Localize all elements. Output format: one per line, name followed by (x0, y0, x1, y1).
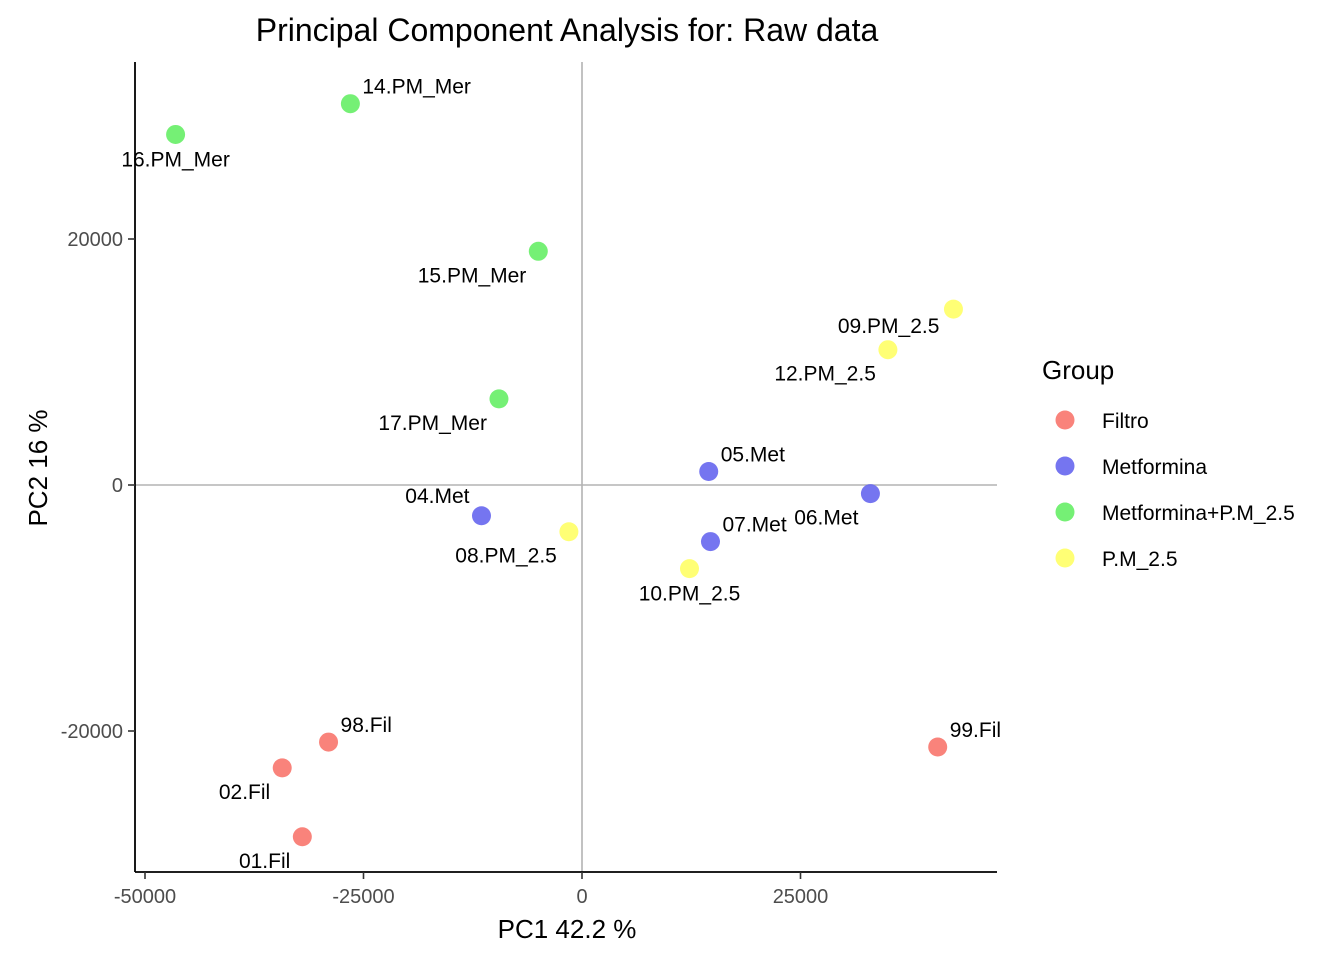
legend-key (1055, 548, 1075, 568)
x-tick-label: -25000 (332, 886, 394, 908)
data-point (340, 94, 360, 114)
data-point-label: 10.PM_2.5 (639, 583, 741, 606)
data-point (489, 389, 509, 409)
legend-key (1055, 502, 1075, 522)
data-point-label: 98.Fil (341, 714, 392, 737)
legend-title: Group (1042, 355, 1114, 385)
data-point-label: 04.Met (405, 485, 469, 508)
data-point-label: 16.PM_Mer (121, 148, 230, 171)
data-point (471, 506, 491, 526)
x-axis-title: PC1 42.2 % (498, 914, 637, 944)
legend-key (1055, 410, 1075, 430)
data-point-label: 99.Fil (950, 719, 1001, 742)
data-point-label: 08.PM_2.5 (455, 545, 557, 568)
y-tick-label: 0 (112, 475, 123, 497)
data-point (943, 299, 963, 319)
legend-label: Metformina (1102, 456, 1207, 479)
plot-area: -50000 -25000 0 25000 -20000 0 20000 14.PM_Mer 1… (61, 62, 1001, 908)
data-point (528, 241, 548, 261)
legend-key (1055, 456, 1075, 476)
data-point (700, 532, 720, 552)
x-tick-label: 0 (576, 886, 587, 908)
data-point (699, 461, 719, 481)
data-point-label: 17.PM_Mer (378, 412, 487, 435)
chart-title: Principal Component Analysis for: Raw da… (256, 12, 879, 48)
data-point (272, 758, 292, 778)
legend-label: P.M_2.5 (1102, 548, 1178, 571)
legend: Group Filtro Metformina Metformina+P.M_2.5… (1042, 355, 1295, 571)
data-point (166, 124, 186, 144)
data-point (680, 559, 700, 579)
data-point-label: 02.Fil (219, 781, 270, 804)
data-point-label: 01.Fil (239, 850, 290, 873)
data-point-label: 14.PM_Mer (362, 76, 471, 99)
data-point (928, 737, 948, 757)
data-point-label: 05.Met (721, 443, 785, 466)
data-point-label: 15.PM_Mer (418, 264, 527, 287)
legend-label: Filtro (1102, 410, 1149, 433)
data-point-label: 07.Met (722, 514, 786, 537)
data-point-label: 06.Met (794, 507, 858, 530)
data-point (860, 484, 880, 504)
data-point (319, 732, 339, 752)
data-point-label: 12.PM_2.5 (774, 363, 876, 386)
x-tick-label: 25000 (773, 886, 829, 908)
x-tick-label: -50000 (114, 886, 176, 908)
data-point (559, 522, 579, 542)
y-axis-title: PC2 16 % (23, 409, 53, 526)
data-point (878, 340, 898, 360)
y-tick-label: -20000 (61, 721, 123, 743)
data-point (292, 827, 312, 847)
data-point-label: 09.PM_2.5 (838, 315, 940, 338)
y-tick-label: 20000 (67, 229, 123, 251)
legend-label: Metformina+P.M_2.5 (1102, 502, 1295, 525)
